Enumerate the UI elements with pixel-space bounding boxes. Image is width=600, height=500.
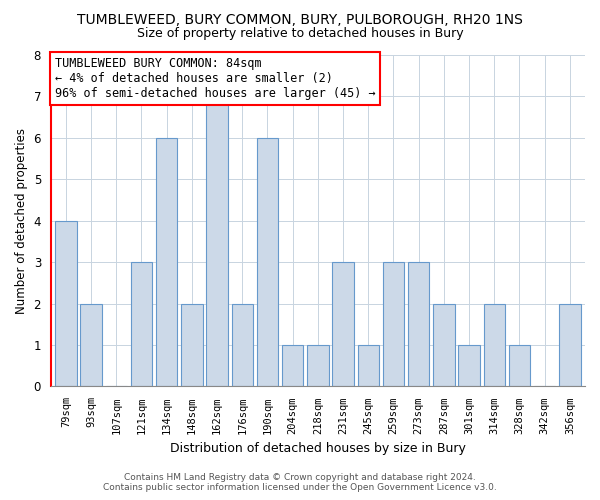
- Bar: [358, 345, 379, 387]
- Bar: [232, 304, 253, 386]
- Text: Contains HM Land Registry data © Crown copyright and database right 2024.
Contai: Contains HM Land Registry data © Crown c…: [103, 473, 497, 492]
- Bar: [55, 220, 77, 386]
- Bar: [458, 345, 480, 387]
- Bar: [433, 304, 455, 386]
- Bar: [156, 138, 178, 386]
- Text: Size of property relative to detached houses in Bury: Size of property relative to detached ho…: [137, 28, 463, 40]
- Bar: [206, 96, 228, 387]
- Bar: [383, 262, 404, 386]
- Bar: [181, 304, 203, 386]
- Bar: [509, 345, 530, 387]
- Text: TUMBLEWEED, BURY COMMON, BURY, PULBOROUGH, RH20 1NS: TUMBLEWEED, BURY COMMON, BURY, PULBOROUG…: [77, 12, 523, 26]
- Text: TUMBLEWEED BURY COMMON: 84sqm
← 4% of detached houses are smaller (2)
96% of sem: TUMBLEWEED BURY COMMON: 84sqm ← 4% of de…: [55, 57, 375, 100]
- X-axis label: Distribution of detached houses by size in Bury: Distribution of detached houses by size …: [170, 442, 466, 455]
- Bar: [559, 304, 581, 386]
- Bar: [257, 138, 278, 386]
- Bar: [332, 262, 354, 386]
- Bar: [282, 345, 304, 387]
- Bar: [131, 262, 152, 386]
- Bar: [484, 304, 505, 386]
- Bar: [80, 304, 102, 386]
- Bar: [307, 345, 329, 387]
- Bar: [408, 262, 430, 386]
- Y-axis label: Number of detached properties: Number of detached properties: [15, 128, 28, 314]
